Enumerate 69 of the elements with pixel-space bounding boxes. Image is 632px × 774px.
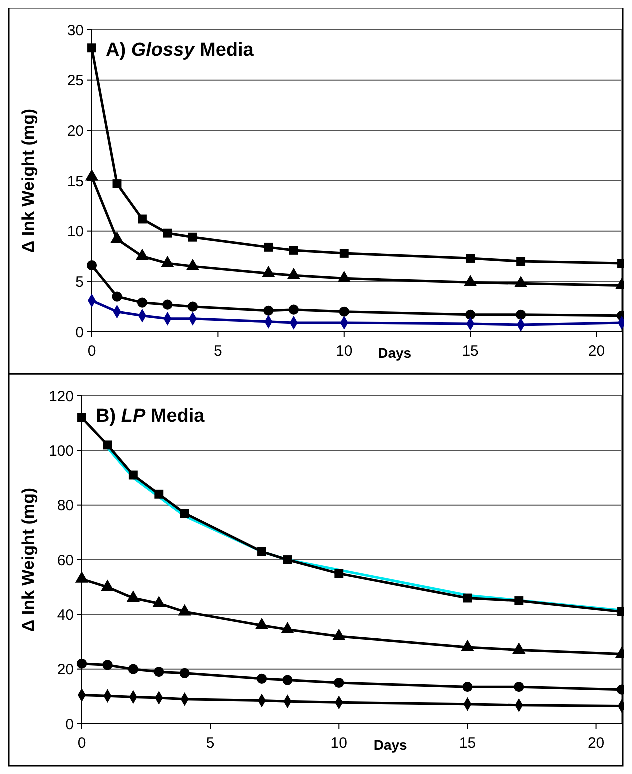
y-tick-label: 15 bbox=[67, 173, 84, 190]
y-axis-title: Δ Ink Weight (mg) bbox=[19, 488, 38, 632]
point bbox=[463, 594, 472, 603]
point bbox=[180, 509, 190, 518]
point bbox=[256, 674, 268, 684]
point bbox=[334, 569, 344, 578]
y-tick-label: 25 bbox=[67, 72, 84, 90]
point bbox=[162, 300, 173, 310]
y-tick-label: 80 bbox=[57, 498, 74, 515]
x-tick-label: 20 bbox=[588, 735, 605, 752]
point bbox=[282, 675, 293, 686]
point bbox=[466, 254, 476, 263]
point bbox=[516, 257, 526, 266]
x-tick-label: 20 bbox=[588, 343, 606, 360]
point bbox=[102, 660, 113, 670]
point bbox=[188, 302, 198, 312]
point bbox=[340, 249, 349, 258]
point bbox=[514, 682, 524, 692]
point bbox=[112, 180, 122, 188]
point bbox=[112, 292, 122, 302]
y-tick-label: 40 bbox=[57, 606, 74, 624]
point bbox=[163, 228, 172, 238]
point bbox=[154, 667, 164, 678]
x-tick-label: 15 bbox=[459, 735, 476, 752]
y-tick-label: 30 bbox=[67, 22, 84, 40]
x-tick-label: 10 bbox=[336, 343, 353, 360]
x-tick-label: 5 bbox=[214, 343, 222, 360]
point bbox=[264, 306, 274, 316]
point bbox=[76, 658, 88, 669]
x-tick-label: 0 bbox=[88, 343, 96, 360]
point bbox=[78, 413, 86, 422]
point bbox=[462, 682, 473, 692]
y-tick-label: 20 bbox=[57, 662, 74, 679]
point bbox=[86, 260, 98, 271]
point bbox=[88, 44, 96, 53]
point bbox=[288, 304, 299, 315]
y-axis-title: Δ Ink Weight (mg) bbox=[19, 108, 38, 254]
point bbox=[466, 310, 476, 320]
point bbox=[289, 246, 298, 255]
point bbox=[128, 664, 138, 674]
point bbox=[137, 298, 148, 308]
x-tick-label: 15 bbox=[462, 343, 479, 360]
point bbox=[258, 547, 266, 556]
x-tick-label: 5 bbox=[206, 735, 215, 752]
y-tick-label: 20 bbox=[67, 122, 84, 140]
text: A) Glossy Media bbox=[106, 40, 254, 61]
x-tick-label: 10 bbox=[330, 735, 348, 752]
point bbox=[283, 556, 292, 564]
point bbox=[128, 470, 138, 480]
y-tick-label: 0 bbox=[66, 716, 74, 734]
point bbox=[103, 440, 112, 450]
point bbox=[514, 596, 524, 606]
text: B) LP Media bbox=[96, 406, 206, 427]
point bbox=[138, 214, 147, 224]
point bbox=[339, 306, 350, 317]
point bbox=[334, 678, 344, 688]
point bbox=[264, 242, 274, 252]
point bbox=[154, 490, 164, 499]
y-tick-label: 5 bbox=[76, 274, 84, 291]
point bbox=[180, 668, 190, 678]
y-tick-label: 120 bbox=[48, 388, 74, 406]
point bbox=[188, 232, 198, 242]
y-tick-label: 10 bbox=[67, 224, 84, 241]
y-tick-label: 100 bbox=[48, 442, 74, 460]
x-axis-title: Days bbox=[378, 345, 412, 361]
y-tick-label: 60 bbox=[57, 552, 74, 570]
y-tick-label: 0 bbox=[76, 324, 84, 342]
point bbox=[516, 310, 526, 320]
x-axis-title: Days bbox=[374, 737, 408, 753]
